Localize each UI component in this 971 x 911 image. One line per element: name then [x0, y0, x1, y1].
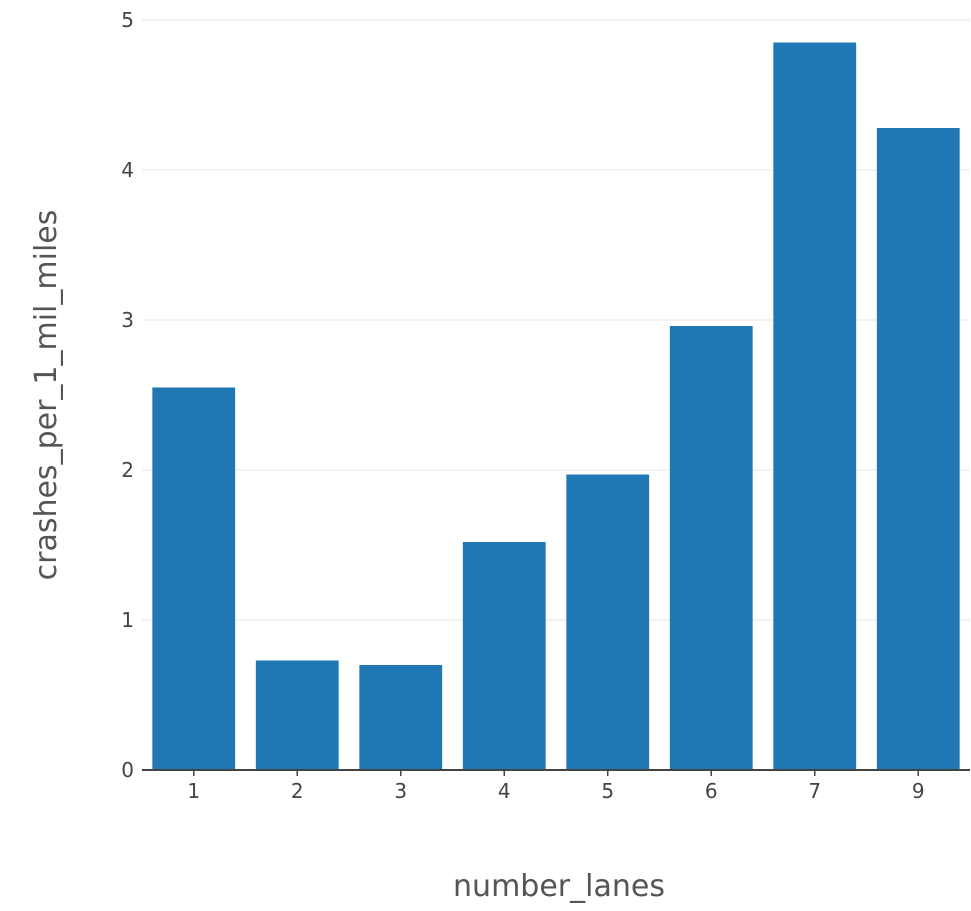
- bar-2[interactable]: [255, 660, 339, 771]
- y-tick-label: 0: [121, 758, 134, 782]
- x-tick-label: 4: [498, 779, 511, 803]
- bar-5[interactable]: [566, 474, 650, 771]
- bar-7[interactable]: [773, 42, 857, 771]
- x-tick-label: 9: [912, 779, 925, 803]
- bar-3[interactable]: [359, 665, 443, 770]
- x-tick-label: 7: [808, 779, 821, 803]
- x-tick-labels: 1 2 3 4 5 6 7 9: [187, 770, 925, 803]
- x-tick-label: 5: [601, 779, 614, 803]
- bars: [152, 42, 960, 771]
- x-tick-label: 6: [705, 779, 718, 803]
- y-tick-label: 3: [121, 308, 134, 332]
- bar-9[interactable]: [876, 128, 960, 770]
- x-tick-label: 1: [187, 779, 200, 803]
- y-axis-title: crashes_per_1_mil_miles: [29, 210, 64, 581]
- x-tick-label: 3: [394, 779, 407, 803]
- bar-4[interactable]: [462, 542, 546, 770]
- x-axis-title: number_lanes: [453, 869, 665, 904]
- y-tick-labels: 0 1 2 3 4 5: [121, 8, 134, 782]
- y-tick-label: 4: [121, 158, 134, 182]
- x-tick-label: 2: [291, 779, 304, 803]
- y-tick-label: 5: [121, 8, 134, 32]
- bar-6[interactable]: [669, 326, 753, 770]
- bar-1[interactable]: [152, 387, 236, 771]
- y-tick-label: 1: [121, 608, 134, 632]
- y-tick-label: 2: [121, 458, 134, 482]
